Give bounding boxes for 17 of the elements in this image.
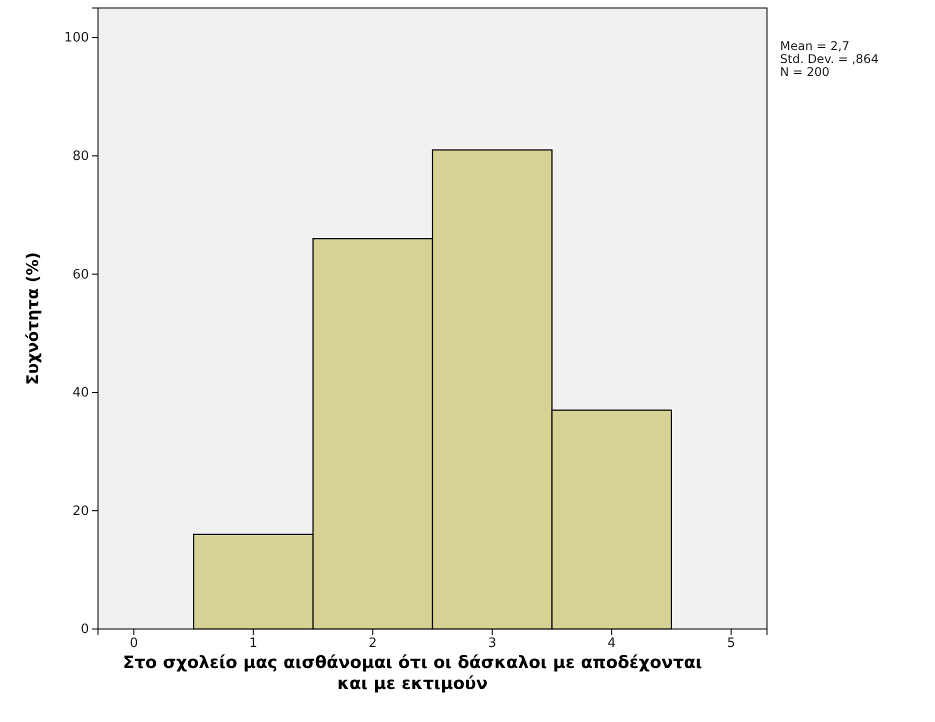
text: N = 200 bbox=[780, 65, 830, 79]
x-tick-label: 1 bbox=[249, 636, 258, 652]
x-tick-label: 5 bbox=[727, 636, 736, 652]
x-tick-label: 3 bbox=[488, 636, 496, 652]
y-tick-label: 80 bbox=[72, 149, 89, 164]
y-tick-label: 40 bbox=[72, 386, 89, 401]
text: Mean = 2,7 bbox=[780, 39, 850, 53]
y-axis-title: Συχνότητα (%) bbox=[23, 252, 42, 385]
x-tick-label: 4 bbox=[608, 636, 616, 652]
text: Std. Dev. = ,864 bbox=[780, 52, 879, 66]
x-axis-title: Στο σχολείο μας αισθάνομαι ότι οι δάσκαλοι με αποδέχονται και με εκτιμούν bbox=[122, 653, 702, 694]
x-tick-label: 0 bbox=[130, 636, 138, 652]
y-tick-label: 100 bbox=[64, 30, 89, 46]
x-tick-label: 2 bbox=[368, 636, 377, 652]
y-tick-label: 0 bbox=[80, 622, 89, 638]
y-tick-label: 20 bbox=[72, 504, 89, 519]
y-tick-label: 60 bbox=[72, 267, 89, 282]
